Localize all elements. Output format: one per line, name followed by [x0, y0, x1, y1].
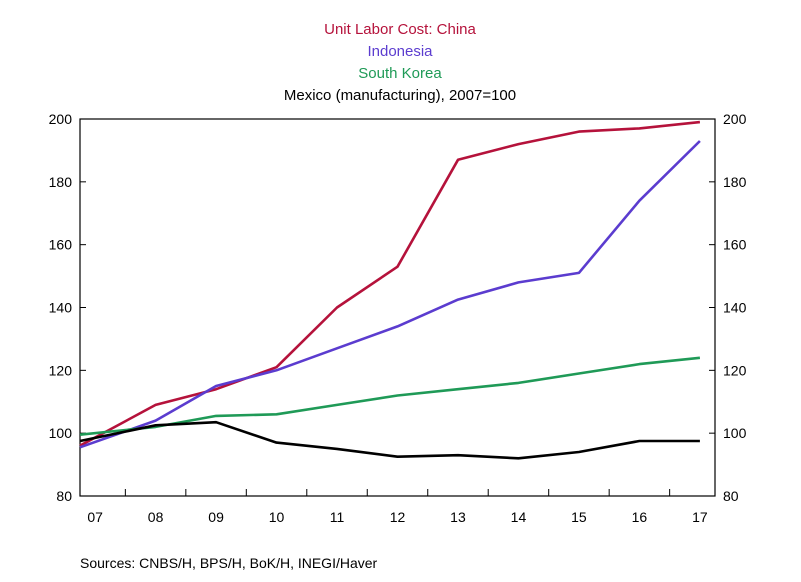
y-tick-label-right: 180: [723, 174, 747, 190]
plot-area: [79, 118, 716, 497]
x-tick-label: 11: [330, 509, 345, 525]
series-line-indonesia: [79, 140, 701, 449]
y-tick-label-right: 100: [723, 425, 747, 441]
x-tick-label: 13: [450, 509, 466, 525]
y-tick-label-left: 80: [56, 488, 72, 504]
x-tick-label: 07: [87, 509, 103, 525]
x-tick-label: 16: [632, 509, 648, 525]
y-tick-label-left: 180: [49, 174, 73, 190]
x-tick-label: 17: [692, 509, 708, 525]
y-tick-label-right: 120: [723, 362, 747, 378]
series-line-mexico: [79, 420, 700, 460]
y-tick-label-right: 160: [723, 237, 747, 253]
title-line-mexico: Mexico (manufacturing), 2007=100: [284, 87, 516, 104]
series-line-china: [79, 120, 701, 447]
chart-title: Unit Labor Cost: China Indonesia South K…: [284, 21, 516, 104]
y-tick-label-right: 200: [723, 111, 747, 127]
y-tick-label-left: 140: [49, 300, 73, 316]
title-line-china: Unit Labor Cost: China: [324, 21, 476, 38]
y-axis-right: 80 100 120 140 160 180 200: [709, 111, 747, 504]
source-note: Sources: CNBS/H, BPS/H, BoK/H, INEGI/Hav…: [80, 555, 378, 571]
x-tick-label: 14: [511, 509, 527, 525]
title-line-indonesia: Indonesia: [367, 43, 433, 60]
y-tick-label-left: 100: [49, 425, 73, 441]
y-tick-label-left: 200: [49, 111, 73, 127]
x-tick-label: 12: [390, 509, 406, 525]
x-tick-label: 08: [148, 509, 164, 525]
y-axis-left: 80 100 120 140 160 180 200: [49, 111, 86, 504]
y-tick-label-left: 120: [49, 362, 73, 378]
x-tick-label: 15: [571, 509, 587, 525]
x-axis: 07 08 09 10 11 12 13 14 15 16 17: [87, 489, 708, 525]
y-tick-label-right: 140: [723, 300, 747, 316]
y-tick-label-left: 160: [49, 237, 73, 253]
series-line-south-korea: [79, 356, 701, 436]
series-lines: [79, 120, 701, 460]
x-tick-label: 09: [208, 509, 224, 525]
title-line-south-korea: South Korea: [358, 65, 442, 82]
x-tick-label: 10: [269, 509, 285, 525]
y-tick-label-right: 80: [723, 488, 739, 504]
